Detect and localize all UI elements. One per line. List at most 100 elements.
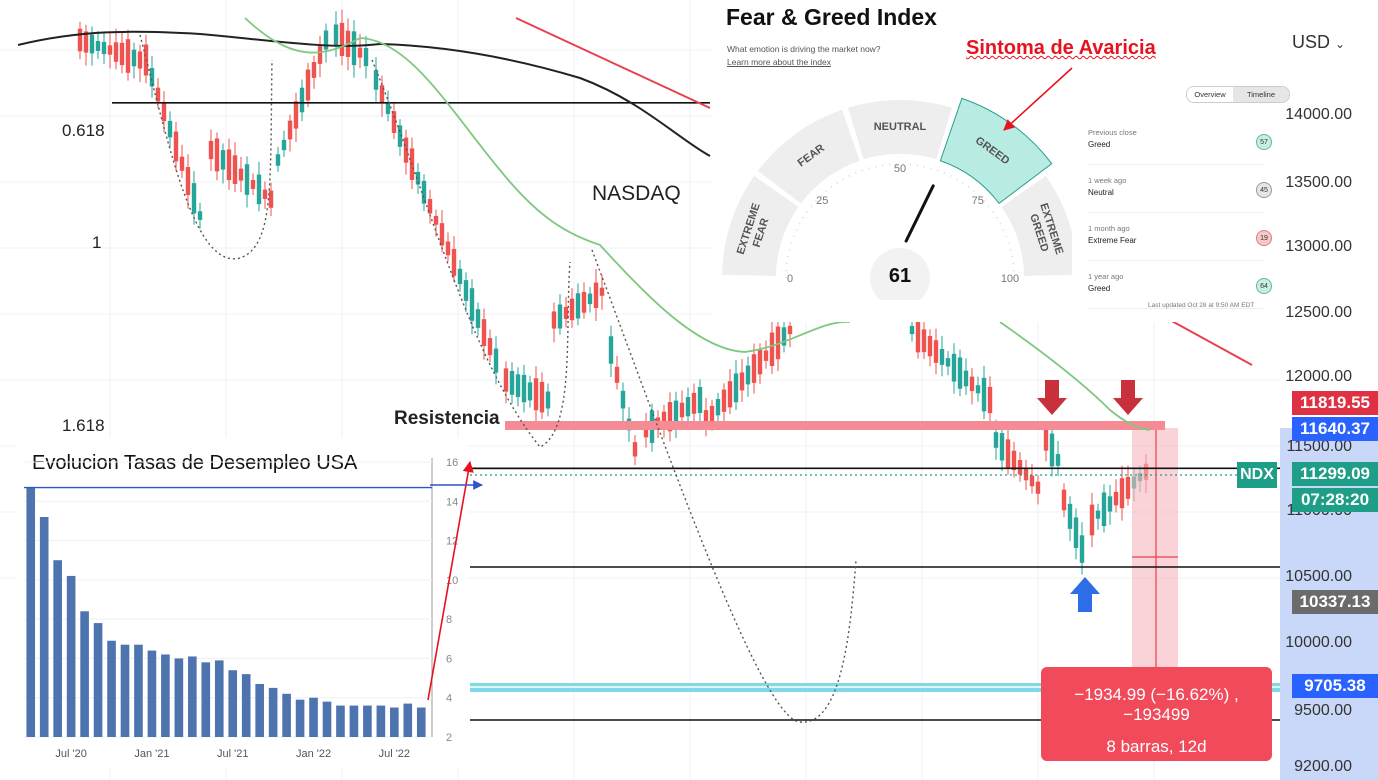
measure-box[interactable]: −1934.99 (−16.62%) , −193499 8 barras, 1…: [1041, 667, 1272, 761]
price-axis[interactable]: USD ⌄ 14000.00 13500.00 13000.00 12500.0…: [1280, 0, 1378, 780]
candle: [927, 335, 933, 357]
candle: [208, 140, 214, 160]
candle: [451, 248, 457, 276]
unemployment-bar: [228, 670, 238, 737]
candle: [244, 164, 250, 195]
gauge-tick-label: 75: [972, 195, 984, 207]
candle: [575, 293, 581, 319]
fg-tabs: Overview Timeline: [1186, 86, 1290, 103]
tab-timeline[interactable]: Timeline: [1233, 87, 1289, 102]
unemployment-title: Evolucion Tasas de Desempleo USA: [32, 452, 358, 474]
unemployment-bar: [376, 705, 386, 737]
fg-history: Previous close Greed 57 1 week ago Neutral 45…: [1088, 124, 1273, 314]
fg-history-period: Previous close: [1088, 128, 1137, 137]
candle: [232, 155, 238, 184]
price-tick: 11500.00: [1286, 438, 1352, 455]
gauge-needle: [904, 184, 935, 243]
fg-history-label: Neutral: [1088, 188, 1114, 197]
candle: [119, 42, 125, 66]
candle: [1029, 475, 1035, 487]
unemployment-bar: [336, 705, 345, 737]
ticker-tag: NDX: [1237, 462, 1277, 488]
candle: [185, 167, 191, 195]
fg-learn-link[interactable]: Learn more about the index: [727, 57, 831, 67]
candle: [739, 372, 745, 391]
measure-zone: [1132, 428, 1178, 678]
measure-bars: 8 barras, 12d: [1106, 737, 1207, 756]
gauge-zone: [722, 175, 799, 276]
candle: [673, 400, 679, 427]
candle: [487, 338, 493, 356]
unemployment-bar: [363, 705, 372, 737]
candle: [987, 386, 993, 414]
trend-line: [1169, 319, 1253, 366]
candle: [256, 174, 262, 205]
currency-label: USD: [1292, 32, 1331, 52]
unemployment-bar: [93, 623, 103, 737]
candle: [632, 442, 638, 457]
candle: [933, 340, 939, 363]
candle: [593, 282, 599, 309]
unemployment-bar: [53, 560, 62, 737]
ma-50-line: [244, 17, 851, 353]
x-tick-label: Jul '21: [217, 748, 248, 760]
gauge-tick-label: 100: [1001, 273, 1019, 285]
candle: [179, 156, 185, 171]
candle: [293, 101, 299, 129]
candle: [557, 304, 563, 329]
fg-subtitle: What emotion is driving the market now?: [727, 44, 881, 54]
candle: [661, 411, 667, 429]
currency-selector[interactable]: USD ⌄: [1292, 32, 1345, 53]
fg-history-row: 1 month ago Extreme Fear 19: [1088, 220, 1272, 261]
candle: [679, 402, 685, 418]
candle: [155, 87, 161, 102]
unemployment-bar: [214, 660, 224, 737]
candle: [503, 368, 509, 392]
candle: [262, 189, 268, 199]
candle: [781, 327, 787, 346]
unemployment-bar: [416, 707, 426, 737]
candle: [945, 358, 951, 367]
candle: [317, 46, 323, 64]
unemployment-bar: [282, 693, 291, 737]
candle: [703, 410, 709, 430]
candle: [463, 280, 469, 301]
candle: [1011, 450, 1017, 471]
x-tick-label: Jul '22: [379, 748, 410, 760]
fg-history-row: 1 year ago Greed 64: [1088, 268, 1272, 309]
candle: [131, 49, 137, 67]
fg-title: Fear & Greed Index: [726, 4, 937, 30]
price-tag-high: 11819.55: [1292, 391, 1378, 415]
candle: [939, 348, 945, 365]
candle: [83, 31, 89, 53]
fg-history-row: 1 week ago Neutral 45: [1088, 172, 1272, 213]
y-tick-label: 6: [446, 653, 452, 665]
x-tick-label: Jan '22: [296, 748, 331, 760]
fg-history-period: 1 week ago: [1088, 176, 1127, 185]
price-tick: 9500.00: [1294, 702, 1352, 719]
ma-200-line: [17, 30, 711, 157]
unemployment-bar: [268, 687, 278, 737]
unemployment-bar: [188, 656, 197, 737]
candle: [493, 348, 499, 373]
fg-history-period: 1 month ago: [1088, 224, 1130, 233]
candle: [909, 325, 915, 335]
gauge-zone: [939, 97, 1053, 205]
cup-curve: [139, 34, 273, 260]
tab-overview[interactable]: Overview: [1187, 87, 1233, 102]
fib-label-1: 1: [92, 233, 102, 252]
candle: [1095, 510, 1101, 519]
price-tick: 12500.00: [1285, 304, 1352, 321]
countdown-tag: 07:28:20: [1292, 488, 1378, 512]
candle: [569, 298, 575, 321]
candle: [1073, 517, 1079, 549]
gauge-zone-word: NEUTRAL: [874, 121, 927, 133]
resistance-label: Resistencia: [394, 408, 500, 429]
candle: [757, 349, 763, 375]
candle: [457, 268, 463, 285]
fg-gauge: EXTREMEFEARFEARNEUTRALGREEDEXTREMEGREED0…: [722, 97, 1072, 300]
measure-change: −1934.99 (−16.62%) , −193499: [1074, 685, 1239, 724]
candle: [107, 45, 113, 55]
fg-history-label: Extreme Fear: [1088, 236, 1137, 245]
fg-history-value: 57: [1256, 134, 1272, 150]
